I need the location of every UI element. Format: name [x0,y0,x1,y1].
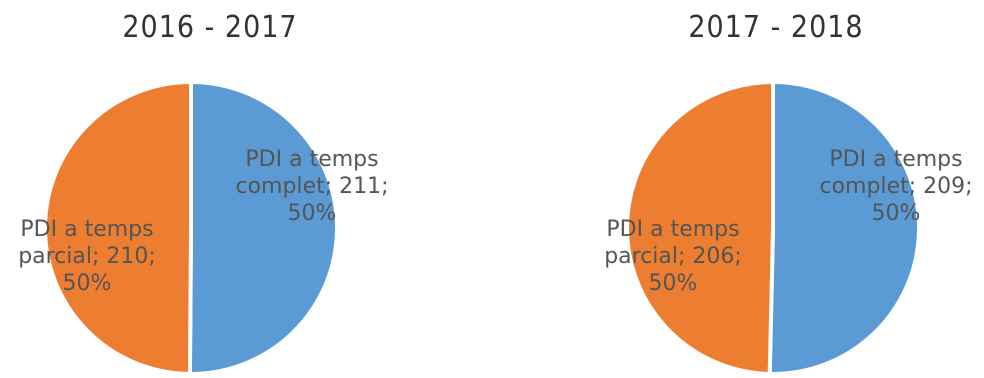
pie-slice-complet [767,79,922,376]
pie-chart-2016-2017: 2016 - 2017 PDI a temps complet; 211; 50% P… [0,0,420,378]
pie-svg: PDI a temps complet; 211; 50% PDI a temps pa… [18,79,389,377]
data-label-parcial: PDI a temps parcial; 206; 50% [604,217,742,296]
pie-slice-parcial [42,79,193,377]
chart-title: 2016 - 2017 [122,10,298,45]
pie-svg: PDI a temps complet; 209; 50% PDI a temps pa… [604,79,973,377]
pie-slice-complet [187,79,339,376]
data-label-complet: PDI a temps complet; 211; 50% [235,147,388,226]
chart-title: 2017 - 2018 [688,10,864,45]
pie-chart-2017-2018: 2017 - 2018 PDI a temps complet; 209; 50% P… [566,0,984,378]
data-label-parcial: PDI a temps parcial; 210; 50% [18,217,156,296]
pie-slice-parcial [625,79,775,377]
data-label-complet: PDI a temps complet; 209; 50% [819,147,972,226]
